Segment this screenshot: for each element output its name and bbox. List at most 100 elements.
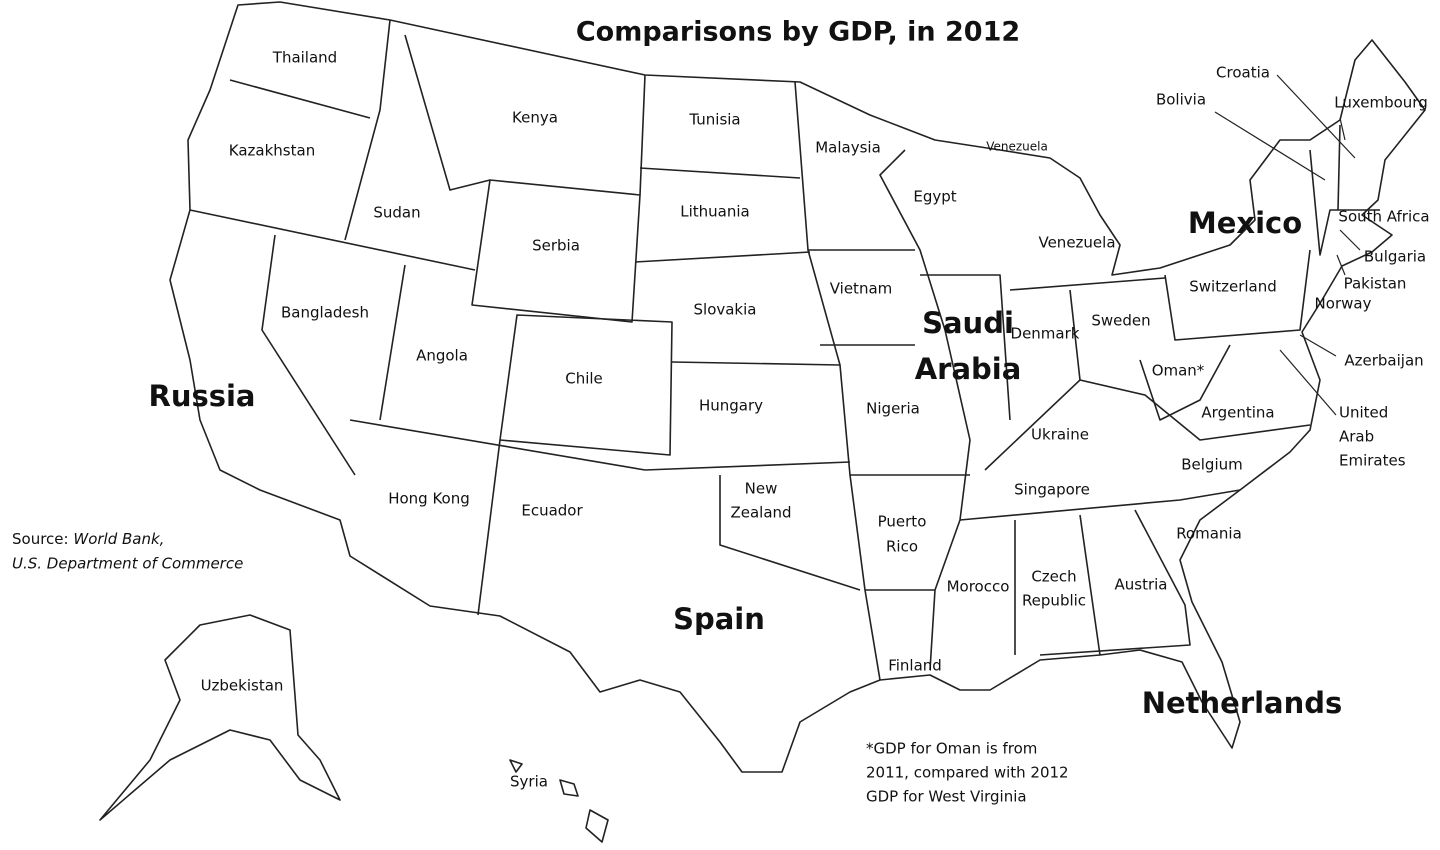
country-label: Russia	[148, 379, 255, 413]
leader-line	[1214, 111, 1326, 181]
border	[404, 34, 491, 191]
country-label: Austria	[1115, 576, 1168, 594]
country-label: Mexico	[1188, 206, 1302, 240]
border	[794, 81, 881, 681]
border	[229, 79, 371, 119]
country-label: Sweden	[1091, 312, 1150, 330]
border	[671, 361, 841, 366]
border	[644, 461, 851, 471]
country-label: Azerbaijan	[1344, 352, 1423, 370]
border	[499, 314, 673, 456]
note-line: *GDP for Oman is from	[866, 740, 1037, 758]
country-label: Vietnam	[830, 280, 893, 298]
country-label: Bolivia	[1156, 91, 1206, 109]
country-label: Luxembourg	[1334, 94, 1428, 112]
hawaii	[509, 759, 609, 843]
country-label: Venezuela	[1038, 234, 1115, 252]
us-outline	[169, 1, 1426, 773]
border	[639, 74, 646, 196]
country-label: Oman*	[1152, 362, 1205, 380]
country-label: Czech	[1031, 568, 1076, 586]
border	[379, 264, 406, 421]
country-label: Denmark	[1011, 325, 1080, 343]
country-label: United	[1339, 404, 1388, 422]
country-label: Egypt	[913, 188, 956, 206]
border	[477, 439, 501, 616]
alaska	[99, 614, 341, 821]
border	[344, 19, 391, 241]
country-label: Saudi	[922, 306, 1014, 340]
country-label: Kenya	[512, 109, 558, 127]
country-label: Bangladesh	[281, 304, 369, 322]
border	[1069, 289, 1081, 381]
country-label: Lithuania	[680, 203, 749, 221]
border	[1309, 149, 1380, 256]
leader-line	[1299, 334, 1337, 357]
country-label: Singapore	[1014, 481, 1090, 499]
leader-line	[1339, 229, 1361, 251]
source-prefix: Source:	[12, 530, 69, 548]
border	[959, 489, 1241, 521]
leader-line	[1276, 74, 1356, 159]
country-label: Arab	[1339, 428, 1374, 446]
country-label: Emirates	[1339, 452, 1406, 470]
note-line: GDP for West Virginia	[866, 788, 1027, 806]
country-label: Morocco	[947, 578, 1010, 596]
country-label: Finland	[888, 657, 942, 675]
country-label: Spain	[673, 602, 765, 636]
country-label: Tunisia	[688, 111, 740, 129]
border	[261, 234, 356, 476]
country-label: Sudan	[373, 204, 420, 222]
country-label: Syria	[510, 773, 548, 791]
country-label: Switzerland	[1189, 278, 1277, 296]
country-label: Zealand	[730, 504, 791, 522]
border	[1337, 124, 1341, 211]
country-labels: Thailand Kazakhstan Sudan Kenya Tunisia Malay…	[148, 49, 1429, 791]
border	[1079, 514, 1101, 656]
country-label: New	[745, 480, 778, 498]
country-label: Romania	[1176, 525, 1242, 543]
leader-line	[1279, 349, 1337, 416]
border	[1039, 509, 1191, 656]
country-label: Serbia	[532, 237, 580, 255]
country-label: Hong Kong	[388, 490, 470, 508]
country-label: Malaysia	[815, 139, 881, 157]
border	[639, 167, 801, 179]
border	[879, 149, 971, 671]
outlines	[99, 1, 1426, 843]
source-line: World Bank,	[73, 530, 164, 548]
country-label: Chile	[565, 370, 603, 388]
border	[471, 179, 641, 323]
country-label: Angola	[416, 347, 468, 365]
country-label: Uzbekistan	[201, 677, 284, 695]
border	[634, 251, 811, 263]
country-label: Belgium	[1181, 456, 1243, 474]
border	[719, 475, 861, 591]
note-line: 2011, compared with 2012	[866, 764, 1069, 782]
leader-line	[1336, 254, 1346, 276]
map-title: Comparisons by GDP, in 2012	[576, 17, 1020, 48]
country-label: Venezuela	[986, 140, 1048, 154]
leader-line	[1339, 117, 1346, 141]
country-label: Rico	[886, 538, 918, 556]
country-label: Slovakia	[694, 301, 757, 319]
border	[984, 379, 1311, 471]
country-label: South Africa	[1338, 208, 1429, 226]
country-label: Thailand	[272, 49, 337, 67]
border	[920, 274, 1011, 421]
country-label: Netherlands	[1142, 686, 1343, 720]
border	[349, 419, 646, 471]
country-label: Republic	[1022, 592, 1086, 610]
country-label: Argentina	[1201, 404, 1274, 422]
source-line: U.S. Department of Commerce	[12, 555, 243, 573]
country-label: Puerto	[878, 513, 927, 531]
country-label: Norway	[1315, 295, 1372, 313]
country-label: Ecuador	[521, 502, 583, 520]
border	[1164, 249, 1311, 341]
country-label: Bulgaria	[1364, 248, 1426, 266]
country-label: Kazakhstan	[229, 142, 315, 160]
source: Source: World Bank,	[12, 530, 164, 548]
country-label: Croatia	[1216, 64, 1270, 82]
country-label: Pakistan	[1344, 275, 1407, 293]
